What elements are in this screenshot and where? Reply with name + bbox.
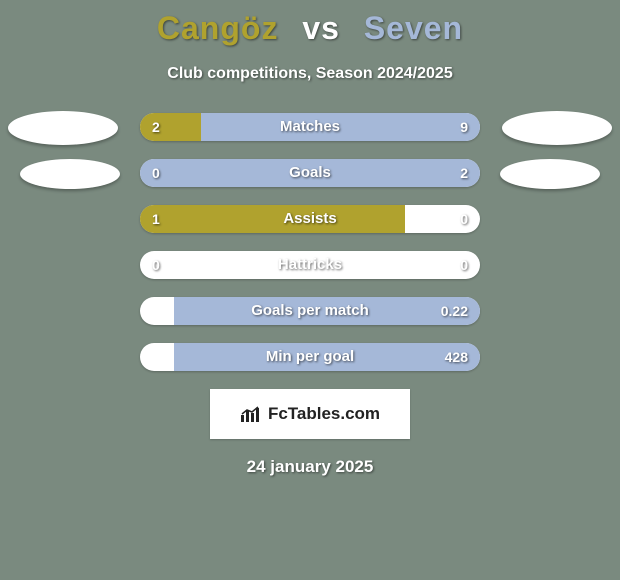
bar-label: Min per goal: [140, 343, 480, 371]
stat-bar: Goals0 2: [140, 159, 480, 187]
date-text: 24 january 2025: [0, 457, 620, 477]
bar-value-left: 0: [152, 251, 160, 279]
stat-bar: Assists1 0: [140, 205, 480, 233]
bar-value-right: 9: [460, 113, 468, 141]
bar-label: Goals per match: [140, 297, 480, 325]
stat-bars: Matches29Goals02Assists10Hattricks00Goal…: [140, 113, 480, 371]
bar-value-right: 0: [460, 205, 468, 233]
bar-value-right: 0.22: [441, 297, 468, 325]
page-title: Cangöz vs Seven: [0, 10, 620, 47]
bar-label: Goals: [140, 159, 480, 187]
player2-name: Seven: [364, 10, 463, 46]
stat-bar: Min per goal428: [140, 343, 480, 371]
stat-bar: Matches2 9: [140, 113, 480, 141]
subtitle: Club competitions, Season 2024/2025: [0, 65, 620, 83]
player1-logo-placeholder: [8, 111, 118, 145]
bar-value-right: 0: [460, 251, 468, 279]
stat-bar: Hattricks0 0: [140, 251, 480, 279]
stat-bar: Goals per match0.22: [140, 297, 480, 325]
brand-badge: FcTables.com: [210, 389, 410, 439]
bar-label: Hattricks: [140, 251, 480, 279]
bar-label: Assists: [140, 205, 480, 233]
player2-logo-placeholder-2: [500, 159, 600, 189]
bar-label: Matches: [140, 113, 480, 141]
bar-value-right: 2: [460, 159, 468, 187]
player1-logo-placeholder-2: [20, 159, 120, 189]
bar-value-left: 1: [152, 205, 160, 233]
player2-logo-placeholder: [502, 111, 612, 145]
bar-value-right: 428: [445, 343, 468, 371]
player1-name: Cangöz: [157, 10, 279, 46]
bar-value-left: 0: [152, 159, 160, 187]
chart-icon: [240, 405, 262, 423]
stats-comparison-card: Cangöz vs Seven Club competitions, Seaso…: [0, 0, 620, 580]
bar-value-left: 2: [152, 113, 160, 141]
vs-text: vs: [302, 10, 340, 46]
brand-text: FcTables.com: [268, 404, 380, 424]
